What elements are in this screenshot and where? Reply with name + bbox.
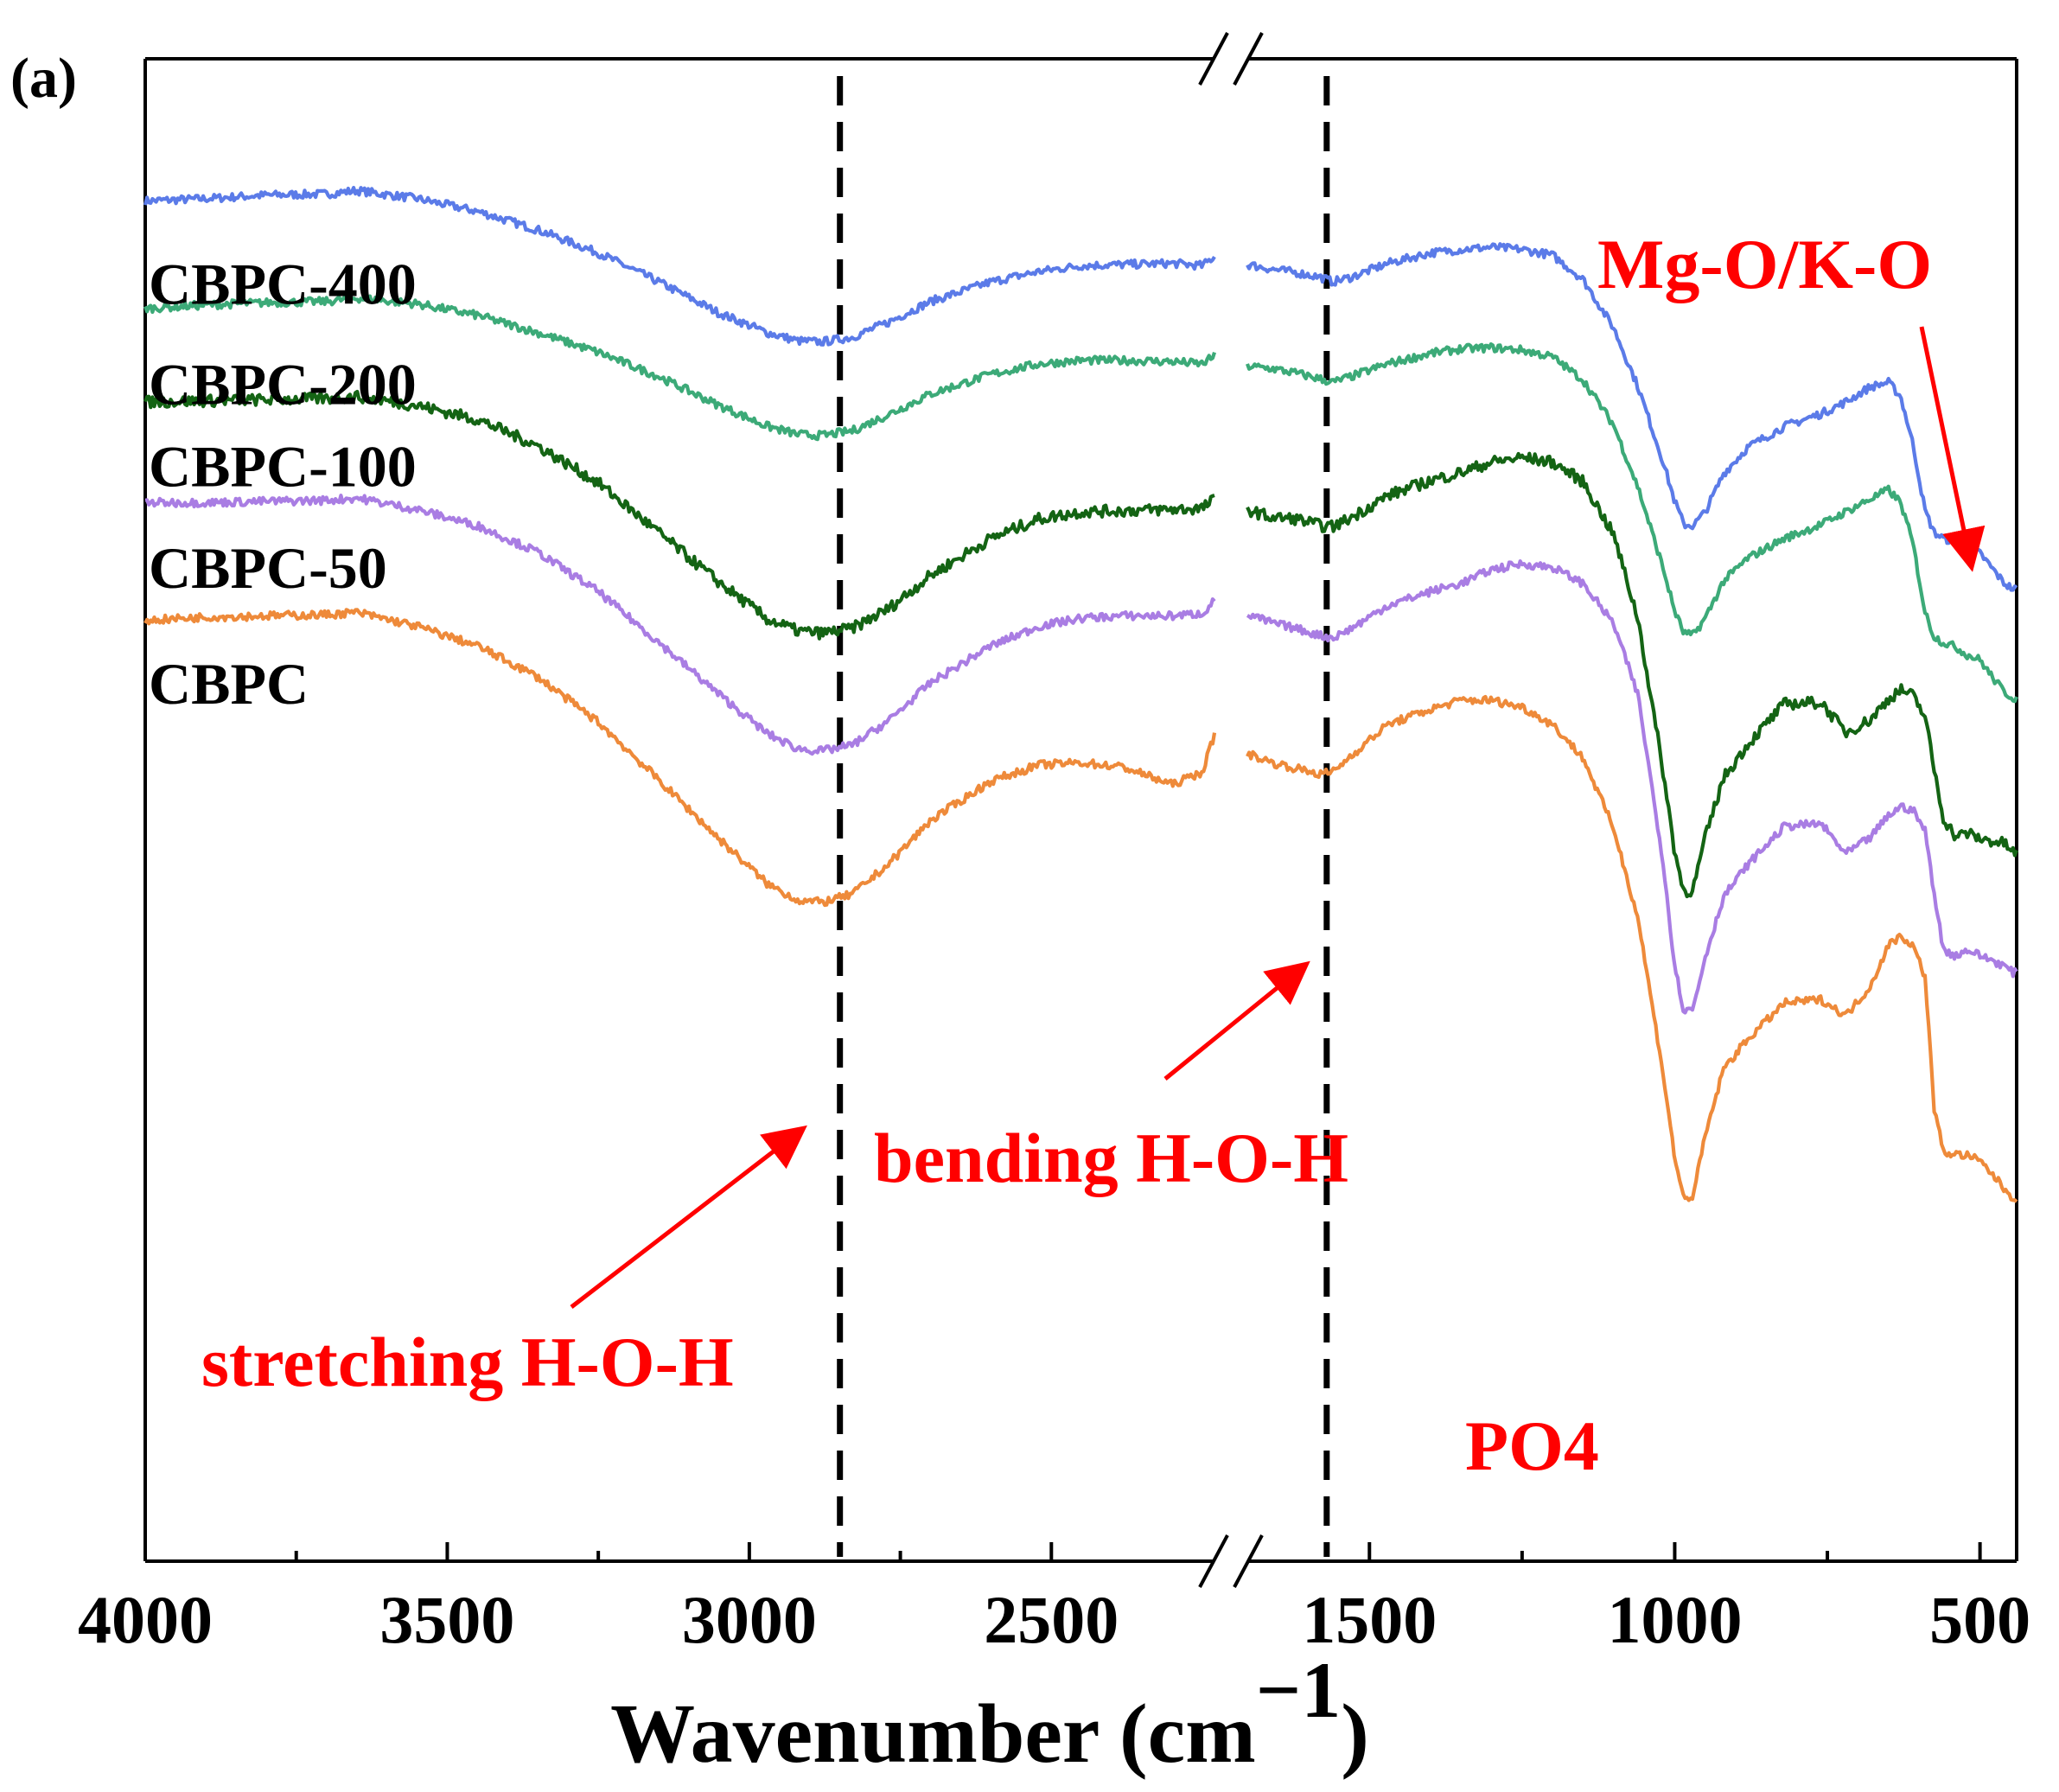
series-labels: CBPC-400 CBPC-200 CBPC-100 CBPC-50 CBPC xyxy=(149,251,417,717)
x-tick-label: 1000 xyxy=(1607,1582,1742,1657)
spectra xyxy=(143,186,2018,1203)
annotation-po4: PO4 xyxy=(1465,1406,1599,1485)
series-line-cbpc-low xyxy=(1246,694,2018,1203)
arrow-bending xyxy=(1163,960,1310,1081)
arrow-stretching xyxy=(570,1125,807,1309)
series-line-cbpc-high xyxy=(143,608,1217,908)
series-label: CBPC-200 xyxy=(149,352,417,418)
series-line-cbpc-200-high xyxy=(143,293,1217,442)
annotation-stretching: stretching H-O-H xyxy=(201,1323,734,1401)
series-label: CBPC-400 xyxy=(149,251,417,316)
series-line-cbpc-50-high xyxy=(144,494,1216,756)
series-line-cbpc-50-low xyxy=(1246,559,2018,1015)
x-tick-label: 3000 xyxy=(682,1582,817,1657)
series-label: CBPC xyxy=(149,651,309,717)
x-axis-title: Wavenumber (cm−1) xyxy=(610,1646,1369,1781)
series-line-cbpc-100-high xyxy=(143,389,1215,641)
panel-label: (a) xyxy=(10,47,77,110)
series-label: CBPC-50 xyxy=(149,535,387,601)
series-label: CBPC-100 xyxy=(149,434,417,500)
reference-lines xyxy=(837,76,1330,1557)
x-tick-label: 3500 xyxy=(379,1582,514,1657)
annotation-bending: bending H-O-H xyxy=(874,1119,1348,1197)
axis-break-marks xyxy=(1198,32,1264,1588)
x-ticks: 4000 3500 3000 2500 1500 1000 500 xyxy=(78,1542,2030,1657)
x-tick-label: 4000 xyxy=(78,1582,213,1657)
x-tick-label: 1500 xyxy=(1302,1582,1437,1657)
plot-frame xyxy=(143,57,2018,1563)
series-line-cbpc-400-high xyxy=(143,186,1216,347)
series-line-cbpc-200-low xyxy=(1246,342,2018,704)
series-line-cbpc-100-low xyxy=(1246,451,2018,899)
annotation-mgo-ko: Mg-O/K-O xyxy=(1597,225,1932,303)
series-line-cbpc-400-low xyxy=(1246,242,2018,592)
x-tick-label: 500 xyxy=(1929,1582,2030,1657)
x-tick-label: 2500 xyxy=(984,1582,1119,1657)
arrow-mgo-ko xyxy=(1919,326,1986,572)
